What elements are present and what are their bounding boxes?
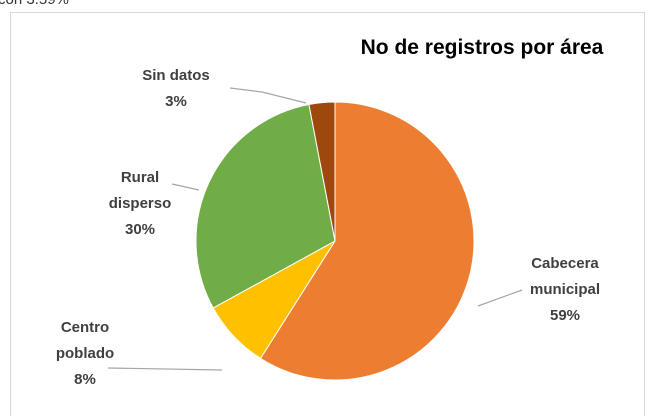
fragment-text: con 3.59% <box>0 0 69 8</box>
leader-lines <box>107 87 523 371</box>
pie-slice <box>308 101 336 242</box>
leader-line <box>229 87 307 104</box>
value-label: 3% <box>165 93 187 110</box>
pie-slice <box>259 101 475 381</box>
pie-slice <box>195 103 336 309</box>
category-label: Sin datos <box>142 67 210 84</box>
category-label: Rural disperso <box>109 169 172 212</box>
category-label: Centro poblado <box>56 319 114 362</box>
leader-line <box>477 289 523 307</box>
value-label: 30% <box>125 221 155 238</box>
chart-title: No de registros por área <box>361 36 604 59</box>
leader-line <box>107 367 223 371</box>
leader-line <box>171 183 200 191</box>
value-label: 8% <box>74 371 96 388</box>
category-label: Cabecera municipal <box>530 255 600 298</box>
value-label: 59% <box>550 307 580 324</box>
pie <box>195 101 475 381</box>
